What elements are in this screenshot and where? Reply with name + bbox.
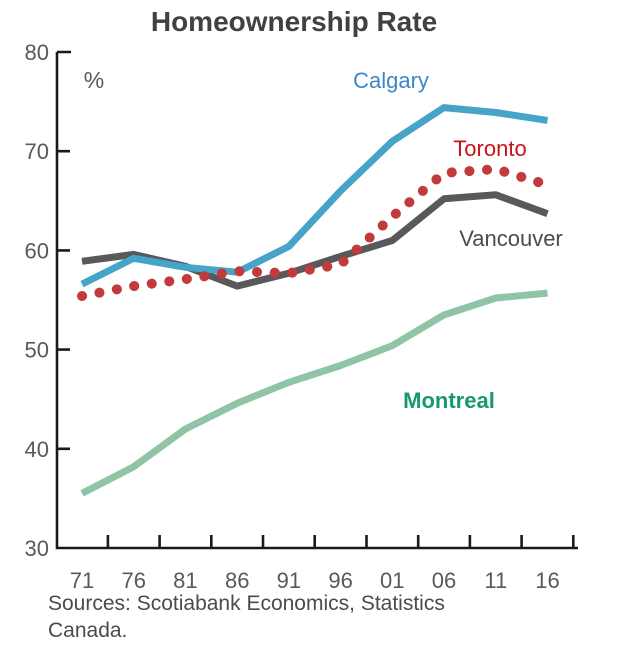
y-axis-tick-label: 60 [25,238,49,263]
source-note: Sources: Scotiabank Economics, Statistic… [48,590,445,644]
y-axis-tick-label: 70 [25,139,49,164]
x-axis-tick-label: 96 [328,568,352,593]
y-axis-tick-label: 80 [25,40,49,65]
x-axis-tick-labels: 71 76 81 86 91 96 01 06 11 16 [70,568,560,593]
x-axis-tick-label: 11 [484,568,507,593]
calgary-series-label: Calgary [353,68,429,93]
x-axis-tick-label: 81 [173,568,197,593]
y-axis-tick-labels: 80 70 60 50 40 30 [25,40,49,561]
axis-lines [55,50,578,550]
x-axis-tick-label: 71 [70,568,94,593]
x-axis-tick-label: 01 [380,568,404,593]
x-axis-tick-label: 06 [432,568,456,593]
x-axis-tick-label: 91 [277,568,301,593]
chart-title: Homeownership Rate [150,6,438,37]
y-axis-unit-label: % [84,67,104,93]
series-lines [77,104,553,497]
source-note-line1: Sources: Scotiabank Economics, Statistic… [48,592,445,615]
y-axis-tick-label: 50 [25,338,49,363]
y-axis-tick-label: 40 [25,437,49,462]
montreal-line [80,289,548,497]
toronto-line [77,164,553,301]
y-axis-tick-label: 30 [25,536,49,561]
x-axis-tick-label: 76 [121,568,145,593]
montreal-series-label: Montreal [403,388,495,413]
toronto-series-label: Toronto [453,136,526,161]
vancouver-series-label: Vancouver [459,226,563,251]
x-axis-tick-label: 86 [225,568,249,593]
calgary-line [80,104,549,288]
source-note-line2: Canada. [48,619,128,642]
x-axis-tick-label: 16 [535,568,559,593]
